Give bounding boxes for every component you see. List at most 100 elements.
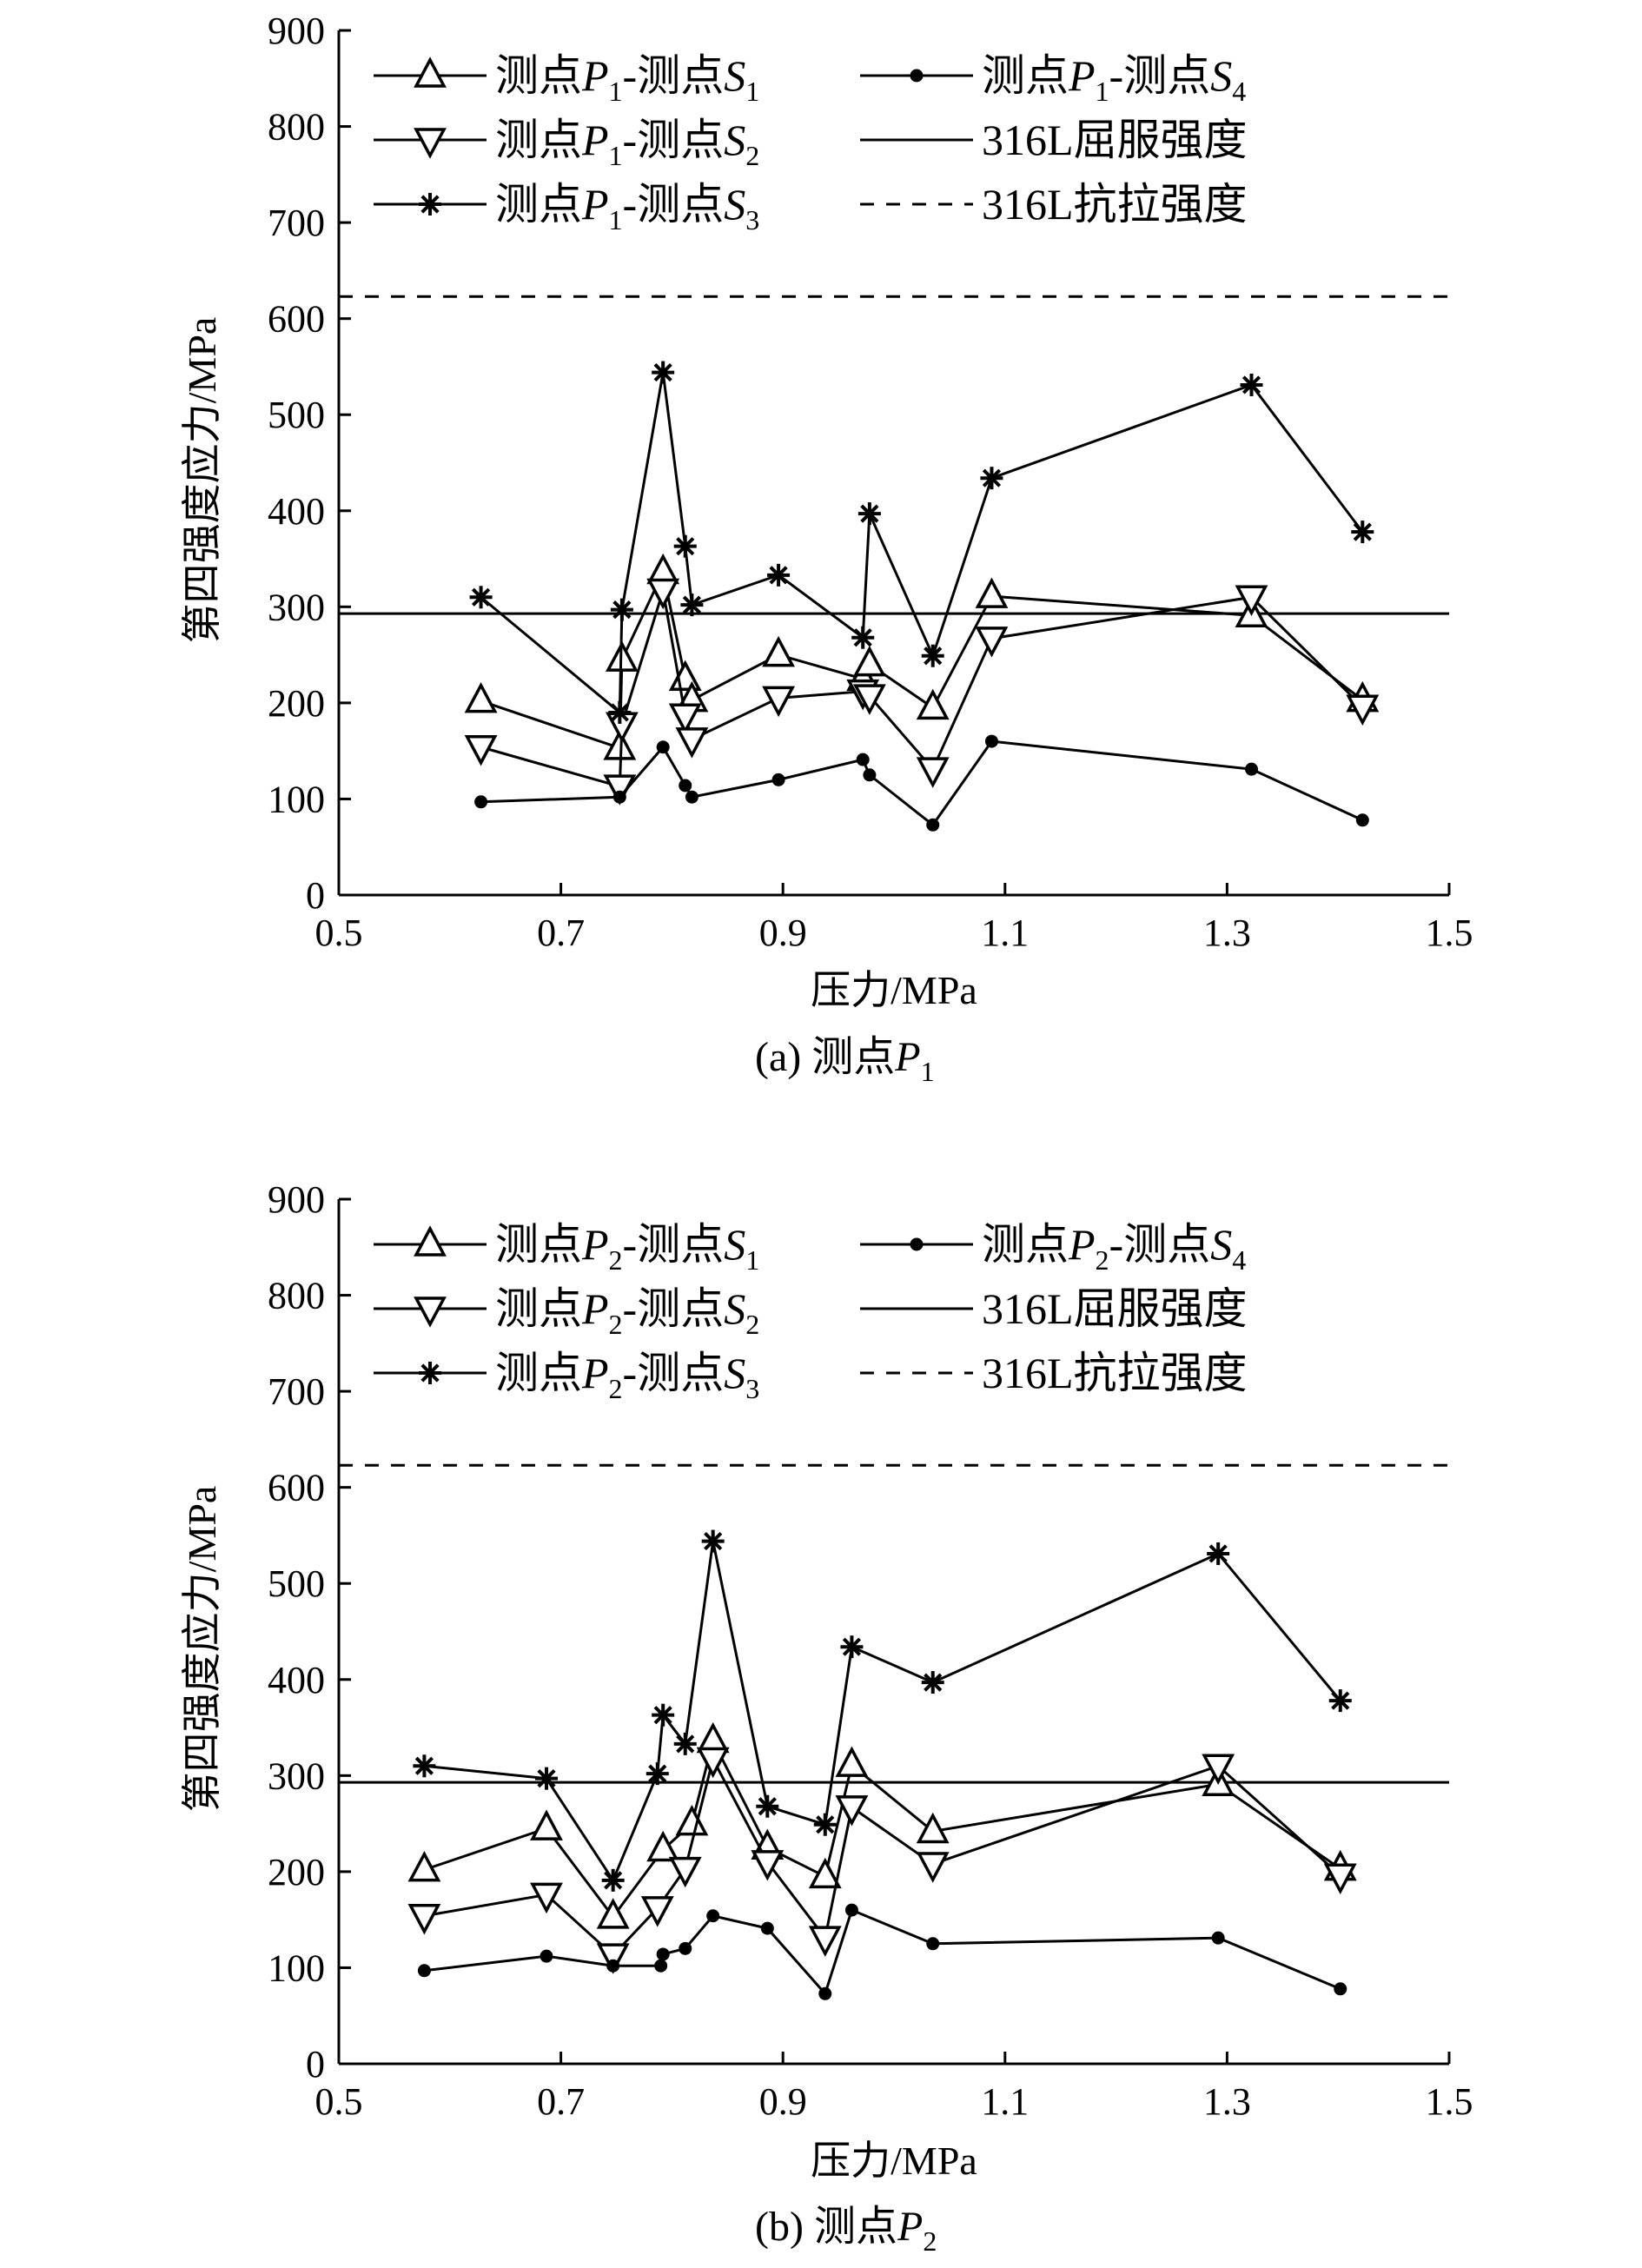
data-point — [1351, 521, 1374, 544]
legend-label: 测点P1​-测点S2​ — [495, 116, 759, 171]
data-point — [696, 1747, 730, 1779]
data-point — [767, 563, 791, 587]
data-point — [1346, 694, 1380, 726]
data-point — [530, 1809, 563, 1840]
data-point — [464, 681, 498, 713]
legend-item: 测点P2​-测点S1​ — [374, 1220, 759, 1276]
x-tick-label: 1.5 — [1426, 912, 1473, 954]
chart-panel-1: 0 100 200 300 400 500 600 700 800 900 0.5 0.7 0.9 1.1… — [180, 10, 1473, 1087]
x-tick-label: 0.5 — [315, 2080, 363, 2123]
legend-item: 测点P2​-测点S3​ — [374, 1349, 759, 1404]
series-line — [480, 739, 1363, 827]
legend-label: 测点P2​-测点S4​ — [982, 1220, 1246, 1276]
legend-item: 测点P1​-测点S4​ — [860, 51, 1246, 107]
y-tick-label: 400 — [268, 1659, 325, 1701]
data-point — [835, 1746, 869, 1777]
data-point — [685, 790, 699, 804]
legend-marker — [414, 56, 447, 88]
legend-item: 316L抗拉强度 — [860, 180, 1248, 229]
legend-marker — [419, 1362, 441, 1384]
legend-marker — [419, 193, 441, 216]
legend: 测点P2​-测点S1​ 测点P2​-测点S2​ 测点P2​-测点S3​ 测点P2​-测… — [374, 1220, 1248, 1404]
data-point — [926, 1937, 940, 1951]
data-point — [980, 467, 1003, 490]
legend-marker — [910, 69, 924, 83]
y-tick-label: 200 — [268, 1851, 325, 1893]
x-axis-label: 压力/MPa — [811, 968, 977, 1012]
legend-item: 316L抗拉强度 — [860, 1349, 1248, 1397]
data-point — [673, 534, 697, 558]
data-point — [464, 734, 498, 766]
x-tick-label: 1.1 — [981, 2080, 1029, 2123]
data-point — [835, 1795, 869, 1827]
data-point — [856, 753, 870, 766]
legend-item: 316L屈服强度 — [860, 116, 1248, 164]
data-point — [751, 1850, 785, 1881]
y-tick-label: 300 — [268, 1754, 325, 1797]
data-point — [654, 1959, 668, 1973]
series-2 — [407, 1747, 1357, 1974]
data-point — [1235, 585, 1268, 616]
data-point — [413, 1754, 436, 1778]
legend-item: 测点P1​-测点S1​ — [374, 51, 759, 107]
data-point — [680, 594, 704, 617]
data-point — [640, 1896, 674, 1927]
chart-panel-2: 0 100 200 300 400 500 600 700 800 900 0.5 0.7 0.9 1.1… — [180, 1178, 1473, 2257]
legend-label: 测点P2​-测点S1​ — [495, 1220, 759, 1276]
y-tick-label: 800 — [268, 1275, 325, 1317]
data-point — [857, 502, 881, 526]
legend-label: 测点P1​-测点S4​ — [982, 51, 1246, 107]
data-point — [656, 1947, 670, 1961]
data-point — [916, 1852, 950, 1883]
legend-item: 测点P2​-测点S2​ — [374, 1284, 759, 1340]
series-4 — [474, 734, 1369, 832]
series-line — [423, 1737, 1341, 1920]
legend-label: 测点P2​-测点S3​ — [495, 1349, 759, 1404]
data-point — [675, 1804, 709, 1836]
y-tick-label: 700 — [268, 202, 325, 244]
y-tick-label: 500 — [268, 394, 325, 436]
data-point — [675, 727, 709, 759]
data-point — [1207, 1542, 1230, 1565]
legend-marker — [414, 128, 447, 159]
data-point — [612, 790, 626, 804]
y-tick-label: 100 — [268, 778, 325, 820]
legend-label: 316L屈服强度 — [982, 1284, 1248, 1333]
data-point — [596, 1898, 630, 1929]
legend-label: 316L抗拉强度 — [982, 180, 1248, 229]
data-point — [1245, 762, 1259, 776]
data-point — [760, 1921, 774, 1935]
data-point — [921, 1671, 944, 1694]
legend-marker — [414, 1296, 447, 1328]
y-tick-label: 600 — [268, 298, 325, 341]
x-tick-label: 1.3 — [1203, 912, 1251, 954]
data-point — [1323, 1863, 1357, 1895]
legend-item: 316L屈服强度 — [860, 1284, 1248, 1333]
data-point — [818, 1986, 832, 2000]
data-point — [605, 712, 639, 743]
data-point — [926, 818, 940, 832]
data-point — [762, 635, 796, 667]
data-point — [1334, 1982, 1347, 1996]
series-3 — [469, 361, 1374, 724]
data-point — [916, 757, 950, 788]
data-point — [984, 734, 998, 748]
legend-label: 316L抗拉强度 — [982, 1349, 1248, 1397]
panel-caption: (a) 测点P1​ — [755, 1034, 935, 1087]
data-point — [608, 700, 632, 724]
data-point — [808, 1857, 842, 1889]
data-point — [596, 1943, 630, 1974]
data-point — [771, 773, 785, 786]
legend-item: 测点P1​-测点S2​ — [374, 116, 759, 171]
data-point — [652, 361, 675, 384]
legend-marker — [414, 1225, 447, 1257]
data-point — [417, 1964, 431, 1978]
x-axis-label: 压力/MPa — [811, 2139, 977, 2183]
series-2 — [464, 578, 1380, 806]
data-point — [916, 1812, 950, 1844]
x-tick-label: 1.5 — [1426, 2080, 1473, 2123]
legend-item: 测点P1​-测点S3​ — [374, 180, 759, 235]
data-point — [1211, 1931, 1225, 1945]
data-point — [851, 626, 875, 649]
